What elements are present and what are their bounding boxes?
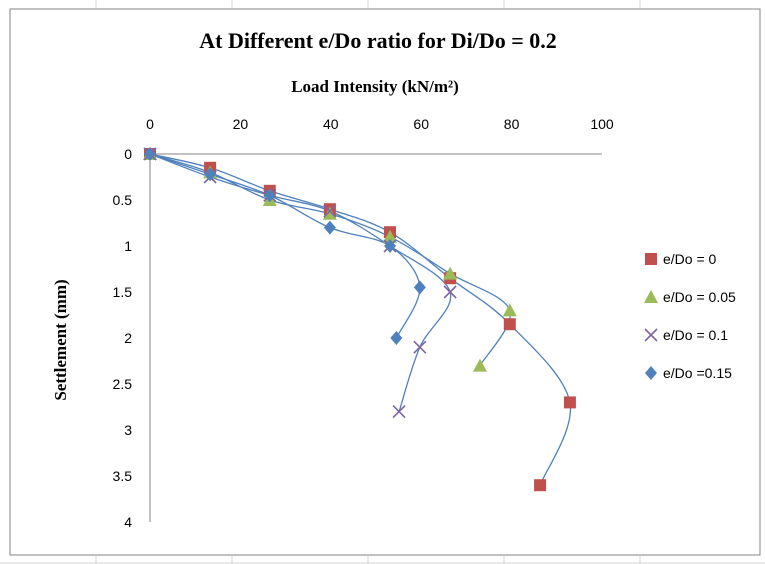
- legend: e/Do = 0 e/Do = 0.05 e/Do = 0.1 e/Do =0.15: [644, 251, 736, 381]
- y-axis-title: Settlement (mm): [51, 279, 70, 400]
- plot-series: [143, 147, 576, 492]
- x-tick-label: 80: [504, 116, 520, 132]
- data-point: [144, 147, 156, 161]
- data-point: [502, 303, 517, 317]
- y-tick-label: 3.5: [113, 468, 133, 484]
- x-axis-title: Load Intensity (kN/m²): [291, 77, 459, 96]
- data-point: [413, 340, 427, 354]
- legend-label: e/Do = 0: [663, 251, 717, 267]
- data-point: [443, 266, 458, 280]
- x-axis-ticks: 0 20 40 60 80 100: [146, 116, 614, 132]
- data-point: [534, 479, 547, 492]
- chart-frame: [9, 8, 761, 556]
- data-point: [443, 285, 457, 299]
- data-point: [204, 167, 217, 182]
- y-tick-label: 0.5: [113, 192, 133, 208]
- x-tick-label: 0: [146, 116, 154, 132]
- data-point: [263, 188, 276, 203]
- legend-marker: [645, 253, 657, 265]
- data-point: [322, 206, 337, 220]
- y-axis-ticks: 0 0.5 1 1.5 2 2.5 3 3.5 4: [113, 146, 133, 530]
- data-point: [384, 239, 397, 253]
- series-line: [149, 153, 572, 486]
- y-tick-label: 2.5: [113, 376, 133, 392]
- data-point: [383, 229, 398, 243]
- y-tick-label: 3: [124, 422, 132, 438]
- x-tick-label: 100: [590, 116, 614, 132]
- y-tick-label: 0: [124, 146, 132, 162]
- legend-label: e/Do =0.15: [663, 365, 732, 381]
- y-tick-label: 2: [124, 330, 132, 346]
- y-tick-label: 1: [124, 238, 132, 254]
- data-point: [392, 405, 406, 419]
- x-tick-label: 20: [233, 116, 249, 132]
- x-tick-label: 60: [413, 116, 429, 132]
- data-point: [323, 220, 336, 235]
- x-tick-label: 40: [323, 116, 339, 132]
- data-point: [323, 204, 337, 218]
- legend-marker: [645, 366, 657, 380]
- legend-marker: [644, 328, 658, 342]
- data-point: [413, 280, 426, 295]
- y-tick-label: 1.5: [113, 284, 133, 300]
- data-point: [503, 318, 516, 331]
- legend-marker: [644, 290, 658, 303]
- legend-label: e/Do = 0.1: [663, 327, 728, 343]
- chart-title: At Different e/Do ratio for Di/Do = 0.2: [199, 28, 557, 53]
- y-tick-label: 4: [124, 514, 132, 530]
- data-point: [390, 331, 403, 345]
- data-point: [563, 396, 576, 409]
- legend-label: e/Do = 0.05: [663, 289, 736, 305]
- data-point: [472, 358, 487, 372]
